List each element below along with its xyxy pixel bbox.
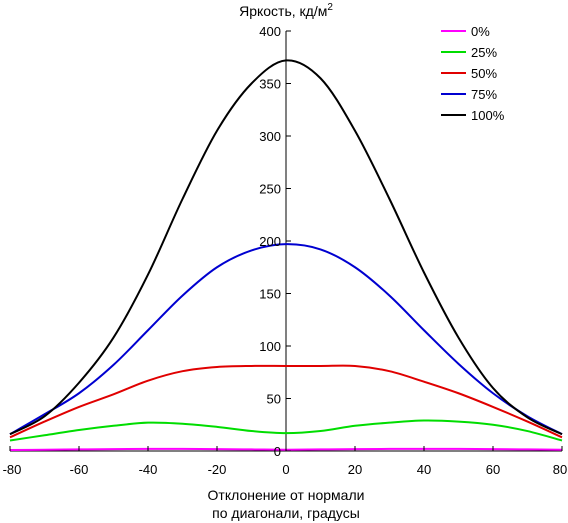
y-tick-label: 200 [259, 234, 281, 249]
y-axis-title: Яркость, кд/м2 [239, 2, 333, 19]
series-line-75pct [9, 243, 563, 436]
x-tick-label: -40 [139, 462, 158, 477]
y-axis-title-text: Яркость, кд/м [239, 3, 327, 19]
y-tick-label: 250 [259, 182, 281, 197]
y-tick-label: 150 [259, 287, 281, 302]
y-tick-label: 0 [274, 444, 281, 459]
y-tick-label: 50 [267, 392, 281, 407]
x-axis-title-line-1: Отклонение от нормали [208, 487, 365, 503]
x-tick-label: 80 [553, 462, 567, 477]
series-line-25pct [9, 419, 563, 442]
x-ticks: -80 -60 -40 -20 0 20 40 60 80 [3, 446, 567, 477]
y-tick-label: 300 [259, 129, 281, 144]
x-tick-label: 20 [348, 462, 362, 477]
y-tick-label: 400 [259, 24, 281, 39]
x-tick-label: -60 [70, 462, 89, 477]
legend-label: 50% [471, 66, 497, 81]
x-tick-label: -20 [208, 462, 227, 477]
x-tick-label: 40 [417, 462, 431, 477]
x-axis-title-line-2: по диагонали, градусы [212, 505, 360, 521]
x-tick-label: 60 [486, 462, 500, 477]
legend-label: 75% [471, 87, 497, 102]
legend-label: 100% [471, 108, 505, 123]
y-ticks: 0 50 100 150 200 250 300 350 400 [259, 24, 291, 459]
x-tick-label: 0 [282, 462, 289, 477]
series-line-50pct [9, 364, 563, 439]
legend: 0% 25% 50% 75% 100% [441, 24, 505, 123]
y-axis-title-superscript: 2 [327, 2, 333, 13]
legend-label: 25% [471, 45, 497, 60]
y-tick-label: 350 [259, 77, 281, 92]
series-line-100pct [9, 59, 563, 436]
legend-label: 0% [471, 24, 490, 39]
y-tick-label: 100 [259, 339, 281, 354]
plot-area: 0 50 100 150 200 250 300 350 400 -80 -60 -40 -20 0 20… [3, 24, 568, 477]
x-tick-label: -80 [3, 462, 22, 477]
